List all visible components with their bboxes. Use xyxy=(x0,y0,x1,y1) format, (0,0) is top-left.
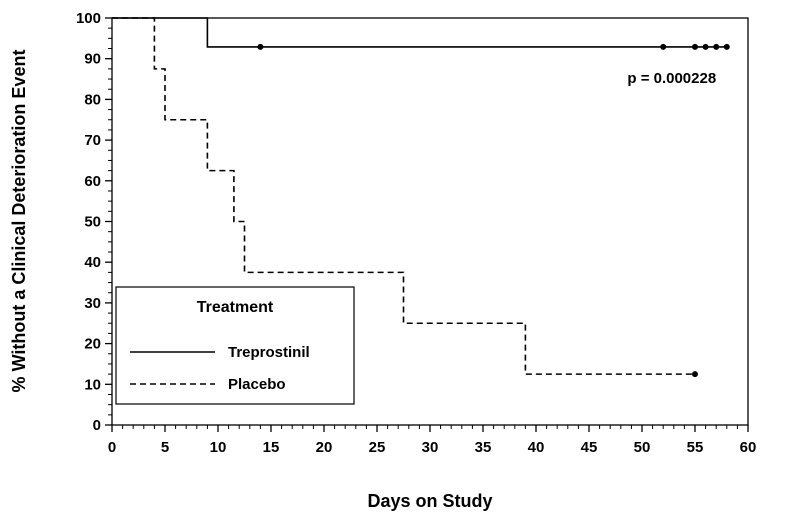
y-tick-label: 20 xyxy=(84,336,101,353)
treprostinil-censor-mark xyxy=(660,43,667,50)
y-tick-label: 80 xyxy=(84,91,101,108)
y-tick-label: 10 xyxy=(84,376,101,393)
x-tick-label: 15 xyxy=(263,439,280,456)
x-tick-label: 35 xyxy=(475,439,492,456)
legend: Treatment Treprostinil Placebo xyxy=(115,286,355,405)
x-tick-label: 0 xyxy=(108,439,116,456)
legend-label-treprostinil: Treprostinil xyxy=(228,344,310,361)
x-tick-label: 40 xyxy=(528,439,545,456)
x-tick-label: 25 xyxy=(369,439,386,456)
x-tick-label: 55 xyxy=(687,439,704,456)
y-tick-label: 100 xyxy=(76,10,101,27)
x-tick-label: 45 xyxy=(581,439,598,456)
legend-label-placebo: Placebo xyxy=(228,376,286,393)
y-tick-label: 90 xyxy=(84,51,101,68)
x-tick-label: 50 xyxy=(634,439,651,456)
x-tick-label: 20 xyxy=(316,439,333,456)
treprostinil-censor-mark xyxy=(257,43,264,50)
treprostinil-censor-mark xyxy=(702,43,709,50)
y-tick-label: 30 xyxy=(84,295,101,312)
y-axis-title: % Without a Clinical Deterioration Event xyxy=(9,50,29,393)
axes: 0 5 10 15 20 25 30 35 40 45 50 55 60 0 10 20 30 40 50 60 70 8… xyxy=(76,10,756,456)
treprostinil-censor-mark xyxy=(713,43,720,50)
placebo-censor-mark xyxy=(692,371,698,378)
x-tick-label: 5 xyxy=(161,439,169,456)
treprostinil-curve xyxy=(112,17,727,48)
series-curves xyxy=(112,17,730,378)
x-axis-title: Days on Study xyxy=(367,491,492,511)
x-tick-label: 60 xyxy=(740,439,757,456)
y-tick-label: 40 xyxy=(84,254,101,271)
x-tick-label: 30 xyxy=(422,439,439,456)
legend-title: Treatment xyxy=(197,299,274,316)
y-tick-label: 60 xyxy=(84,173,101,190)
treprostinil-censor-mark xyxy=(692,43,698,50)
treprostinil-censor-mark xyxy=(723,43,730,50)
p-value-annotation: p = 0.000228 xyxy=(627,70,716,87)
y-tick-label: 0 xyxy=(93,417,101,434)
y-tick-label: 70 xyxy=(84,132,101,149)
y-tick-label: 50 xyxy=(84,214,101,231)
x-tick-label: 10 xyxy=(210,439,227,456)
